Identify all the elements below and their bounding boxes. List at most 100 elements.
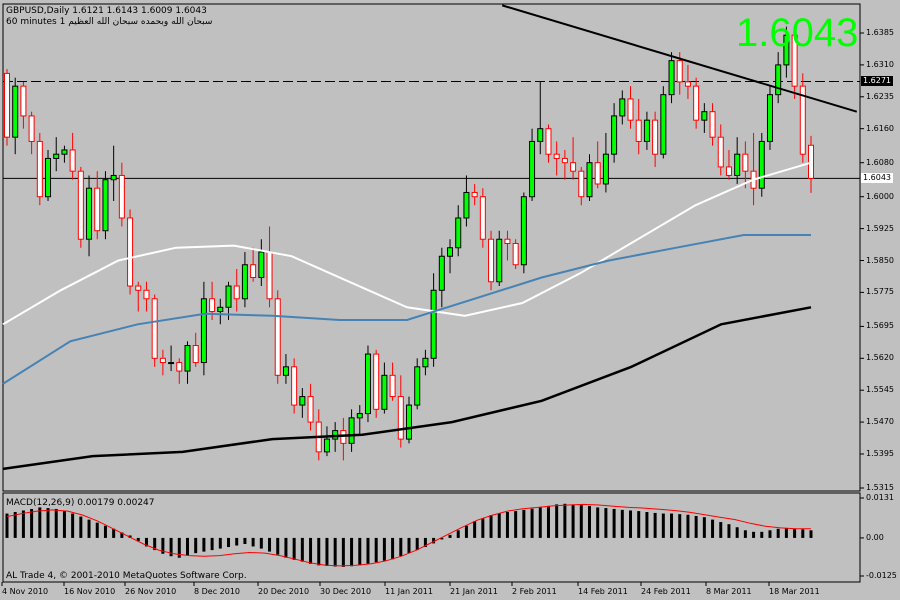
candle-body bbox=[233, 285, 240, 300]
candle-body bbox=[586, 162, 593, 198]
resistance-price-box: 1.6271 bbox=[861, 76, 893, 87]
candle-body bbox=[684, 81, 691, 87]
macd-histogram-bar bbox=[514, 511, 518, 538]
candle-body bbox=[364, 353, 371, 415]
candle-body bbox=[766, 94, 773, 142]
macd-histogram-bar bbox=[407, 537, 411, 554]
candle-body bbox=[168, 362, 175, 365]
candle-body bbox=[241, 264, 248, 300]
candle-body bbox=[676, 60, 683, 83]
macd-tick-label: -0.0125 bbox=[866, 571, 897, 580]
macd-histogram-bar bbox=[579, 505, 583, 538]
macd-histogram-bar bbox=[497, 513, 501, 538]
macd-histogram-bar bbox=[54, 508, 58, 538]
candle-body bbox=[808, 144, 814, 179]
macd-histogram-bar bbox=[604, 508, 608, 538]
macd-histogram-bar bbox=[670, 513, 674, 538]
price-tick-label: 1.5775 bbox=[866, 287, 894, 297]
macd-histogram-bar bbox=[169, 537, 173, 557]
price-panel-frame bbox=[2, 3, 861, 492]
macd-histogram-bar bbox=[448, 534, 452, 538]
macd-histogram-bar bbox=[79, 516, 83, 538]
macd-histogram-bar bbox=[325, 537, 329, 566]
time-tick-label: 14 Feb 2011 bbox=[578, 587, 628, 596]
macd-histogram-bar bbox=[727, 524, 731, 538]
macd-histogram-bar bbox=[612, 508, 616, 538]
macd-histogram-bar bbox=[776, 528, 780, 538]
candle-body bbox=[200, 298, 207, 364]
price-tick-label: 1.6080 bbox=[866, 157, 894, 167]
macd-histogram-bar bbox=[71, 513, 75, 538]
candle-body bbox=[127, 217, 134, 287]
candle-body bbox=[447, 247, 454, 257]
candle-body bbox=[184, 345, 191, 372]
macd-histogram-bar bbox=[13, 512, 17, 538]
macd-histogram-bar bbox=[735, 527, 739, 538]
candle-body bbox=[758, 140, 765, 189]
macd-histogram-bar bbox=[161, 537, 165, 554]
macd-histogram-bar bbox=[103, 525, 107, 538]
candle-body bbox=[561, 157, 568, 164]
price-tick-label: 1.5620 bbox=[866, 353, 894, 363]
candle-body bbox=[643, 119, 650, 142]
candle-body bbox=[45, 157, 52, 198]
candle-body bbox=[422, 357, 429, 368]
candle-body bbox=[537, 128, 544, 142]
candle-body bbox=[4, 72, 10, 138]
candle-body bbox=[299, 396, 306, 406]
candle-body bbox=[389, 374, 396, 398]
macd-histogram-bar bbox=[629, 510, 633, 538]
macd-histogram-bar bbox=[801, 529, 805, 538]
macd-histogram-bar bbox=[555, 504, 559, 538]
macd-histogram-bar bbox=[62, 510, 66, 538]
candle-body bbox=[627, 98, 634, 121]
macd-histogram-bar bbox=[300, 537, 304, 562]
time-tick-label: 20 Dec 2010 bbox=[258, 587, 310, 596]
macd-histogram-bar bbox=[423, 537, 427, 548]
time-tick-label: 18 Mar 2011 bbox=[769, 587, 820, 596]
macd-histogram-bar bbox=[522, 509, 526, 538]
candle-body bbox=[602, 153, 609, 185]
candle-body bbox=[406, 404, 412, 440]
macd-histogram-bar bbox=[711, 519, 715, 538]
macd-histogram-bar bbox=[391, 537, 395, 560]
macd-histogram-bar bbox=[563, 503, 567, 538]
macd-histogram-bar bbox=[653, 512, 657, 538]
ma-white-line bbox=[2, 161, 812, 326]
price-tick-label: 1.5395 bbox=[866, 448, 894, 458]
candle-body bbox=[307, 396, 314, 423]
candle-body bbox=[94, 187, 101, 232]
time-tick-label: 16 Nov 2010 bbox=[64, 587, 116, 596]
macd-histogram-bar bbox=[505, 512, 509, 538]
candle-body bbox=[471, 191, 478, 198]
macd-histogram-bar bbox=[702, 517, 706, 538]
macd-histogram-bar bbox=[678, 514, 682, 538]
candle-body bbox=[693, 85, 700, 121]
macd-histogram-bar bbox=[464, 525, 468, 538]
candle-body bbox=[709, 111, 716, 138]
macd-histogram-bar bbox=[46, 508, 50, 538]
candle-body bbox=[463, 191, 470, 219]
macd-histogram-bar bbox=[743, 530, 747, 538]
macd-histogram-bar bbox=[120, 532, 124, 538]
macd-histogram-bar bbox=[268, 537, 272, 552]
macd-histogram-bar bbox=[489, 515, 493, 538]
macd-histogram-bar bbox=[112, 528, 116, 538]
candle-body bbox=[545, 128, 552, 155]
candle-body bbox=[775, 64, 782, 96]
macd-histogram-bar bbox=[456, 530, 460, 538]
macd-histogram-bar bbox=[538, 507, 542, 538]
candle-body bbox=[86, 187, 93, 240]
candle-body bbox=[151, 298, 158, 359]
candle-body bbox=[209, 298, 216, 313]
price-tick-label: 1.5545 bbox=[866, 385, 894, 395]
macd-histogram-bar bbox=[251, 537, 255, 547]
macd-histogram-bar bbox=[276, 537, 280, 555]
candle-body bbox=[438, 255, 445, 291]
macd-histogram-bar bbox=[5, 513, 9, 538]
macd-histogram-bar bbox=[481, 518, 485, 538]
price-tick-label: 1.5695 bbox=[866, 321, 894, 331]
candle-body bbox=[36, 140, 43, 198]
